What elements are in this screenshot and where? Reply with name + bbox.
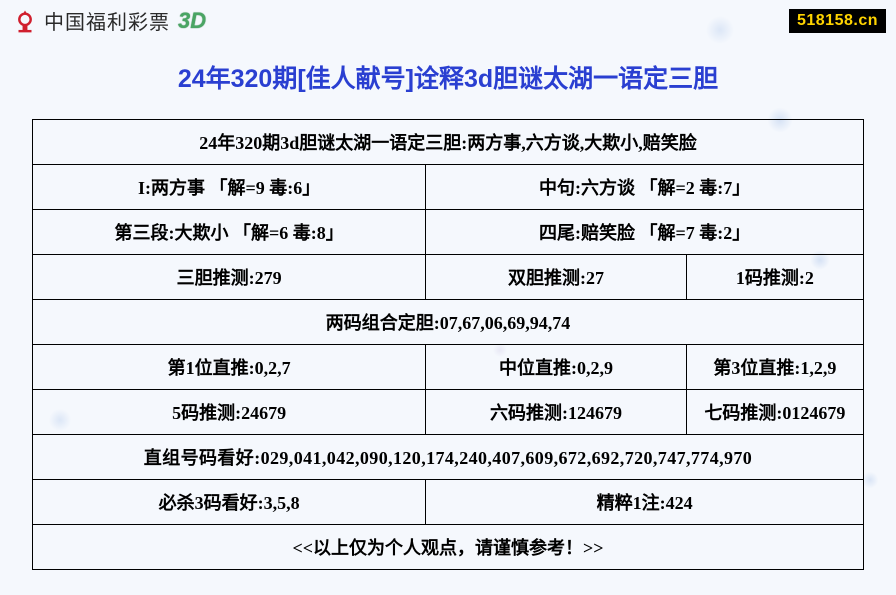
disclaimer: <<以上仅为个人观点，请谨慎参考！>>	[33, 525, 864, 570]
table-row: 第三段:大欺小 「解=6 毒:8」 四尾:赔笑脸 「解=7 毒:2」	[33, 210, 864, 255]
table-row: 两码组合定胆:07,67,06,69,94,74	[33, 300, 864, 345]
table-row: I:两方事 「解=9 毒:6」 中句:六方谈 「解=2 毒:7」	[33, 165, 864, 210]
table-row: 5码推测:24679 六码推测:124679 七码推测:0124679	[33, 390, 864, 435]
two-code-combo: 两码组合定胆:07,67,06,69,94,74	[33, 300, 864, 345]
pos1-direct: 第1位直推:0,2,7	[33, 345, 426, 390]
direct-group-picks: 直组号码看好:029,041,042,090,120,174,240,407,6…	[33, 435, 864, 480]
table-row: 第1位直推:0,2,7 中位直推:0,2,9 第3位直推:1,2,9	[33, 345, 864, 390]
five-code: 5码推测:24679	[33, 390, 426, 435]
clue-3: 第三段:大欺小 「解=6 毒:8」	[33, 210, 426, 255]
clue-2: 中句:六方谈 「解=2 毒:7」	[426, 165, 864, 210]
table-row: <<以上仅为个人观点，请谨慎参考！>>	[33, 525, 864, 570]
logo-group: 中国福利彩票 3D	[12, 6, 206, 35]
riddle-full: 24年320期3d胆谜太湖一语定三胆:两方事,六方谈,大欺小,赔笑脸	[33, 120, 864, 165]
pos3-direct: 第3位直推:1,2,9	[686, 345, 863, 390]
table-row: 必杀3码看好:3,5,8 精粹1注:424	[33, 480, 864, 525]
site-badge: 518158.cn	[789, 9, 886, 33]
page-title: 24年320期[佳人献号]诠释3d胆谜太湖一语定三胆	[0, 39, 896, 119]
lottery-logo-icon	[12, 8, 38, 34]
table-row: 三胆推测:279 双胆推测:27 1码推测:2	[33, 255, 864, 300]
essence-one: 精粹1注:424	[426, 480, 864, 525]
double-guess: 双胆推测:27	[426, 255, 687, 300]
seven-code: 七码推测:0124679	[686, 390, 863, 435]
logo-3d-text: 3D	[178, 8, 206, 34]
six-code: 六码推测:124679	[426, 390, 687, 435]
single-guess: 1码推测:2	[686, 255, 863, 300]
triple-guess: 三胆推测:279	[33, 255, 426, 300]
clue-1: I:两方事 「解=9 毒:6」	[33, 165, 426, 210]
kill-three: 必杀3码看好:3,5,8	[33, 480, 426, 525]
table-row: 直组号码看好:029,041,042,090,120,174,240,407,6…	[33, 435, 864, 480]
pos-mid-direct: 中位直推:0,2,9	[426, 345, 687, 390]
prediction-table: 24年320期3d胆谜太湖一语定三胆:两方事,六方谈,大欺小,赔笑脸 I:两方事…	[32, 119, 864, 570]
table-row: 24年320期3d胆谜太湖一语定三胆:两方事,六方谈,大欺小,赔笑脸	[33, 120, 864, 165]
page-header: 中国福利彩票 3D 518158.cn	[0, 0, 896, 39]
clue-4: 四尾:赔笑脸 「解=7 毒:2」	[426, 210, 864, 255]
logo-text: 中国福利彩票	[44, 6, 170, 35]
